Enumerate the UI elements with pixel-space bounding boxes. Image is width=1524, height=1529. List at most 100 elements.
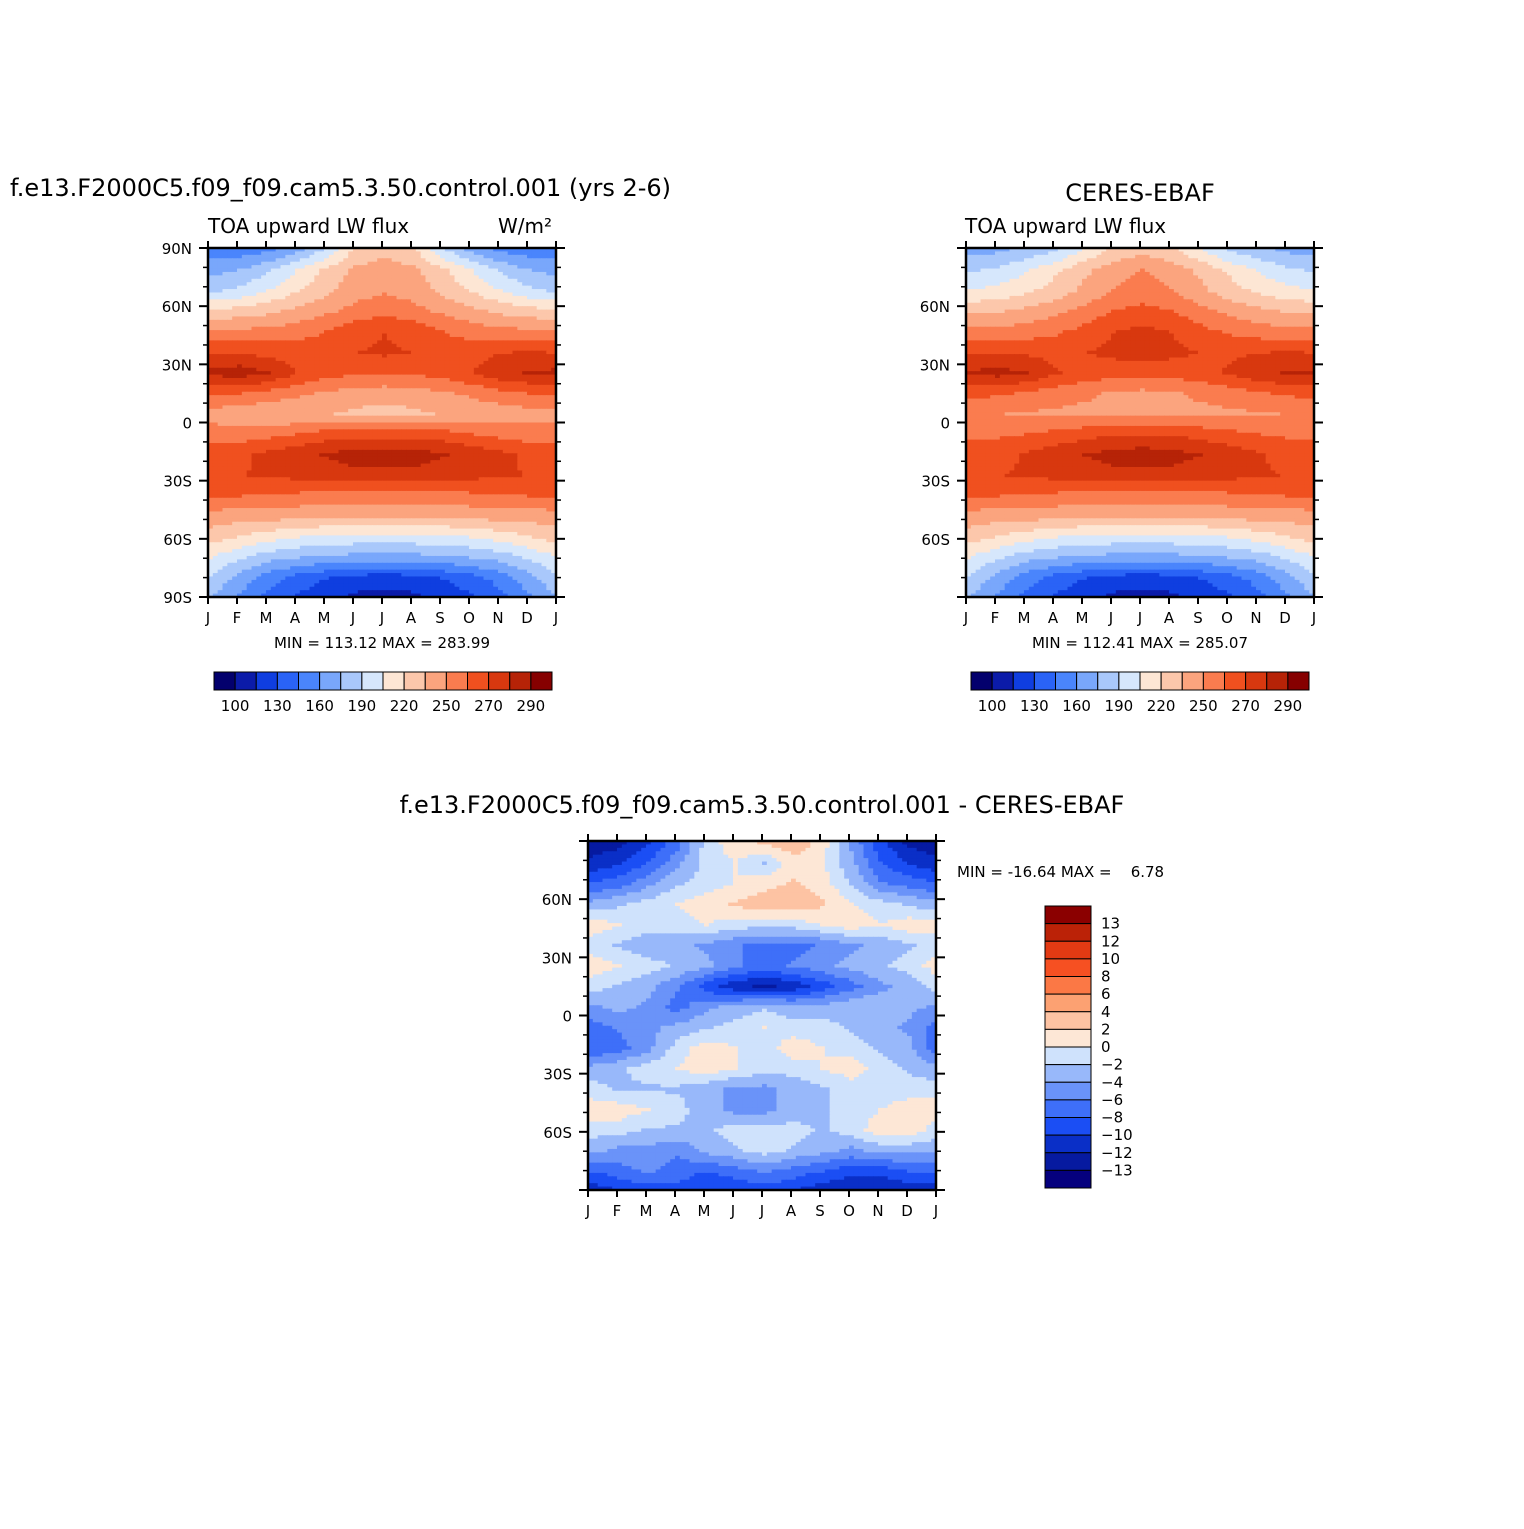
heatmap-cell [275, 398, 282, 403]
heatmap-cell [241, 460, 248, 465]
heatmap-cell [401, 336, 407, 341]
heatmap-cell [444, 456, 451, 461]
heatmap-cell [343, 278, 349, 283]
heatmap-cell [502, 268, 509, 273]
heatmap-cell [444, 278, 451, 283]
heatmap-cell [401, 333, 407, 338]
heatmap-cell [333, 275, 340, 280]
heatmap-cell [415, 309, 422, 314]
heatmap-cell [488, 388, 494, 393]
heatmap-cell [386, 261, 393, 266]
heatmap-cell [328, 336, 335, 341]
heatmap-cell [493, 398, 499, 403]
heatmap-cell [444, 275, 451, 280]
heatmap-cell [411, 463, 417, 468]
heatmap-cell [469, 302, 475, 307]
heatmap-cell [502, 343, 509, 348]
heatmap-cell [266, 336, 272, 341]
heatmap-cell [266, 299, 272, 304]
heatmap-cell [502, 285, 509, 290]
heatmap-cell [527, 265, 533, 270]
heatmap-cell [227, 347, 233, 352]
heatmap-cell [488, 336, 494, 341]
heatmap-cell [270, 295, 277, 300]
heatmap-cell [348, 480, 354, 485]
heatmap-cell [237, 354, 243, 359]
heatmap-cell [396, 268, 402, 273]
heatmap-cell [362, 323, 369, 328]
heatmap-cell [541, 422, 547, 427]
heatmap-cell [551, 354, 557, 359]
heatmap-cell [527, 268, 533, 273]
heatmap-cell [435, 282, 441, 287]
heatmap-cell [299, 484, 306, 489]
heatmap-cell [386, 330, 393, 335]
heatmap-cell [217, 436, 224, 441]
heatmap-cell [435, 401, 441, 406]
heatmap-cell [507, 395, 514, 400]
heatmap-cell [551, 477, 557, 482]
heatmap-cell [541, 319, 547, 324]
heatmap-cell [536, 388, 543, 393]
heatmap-cell [232, 436, 238, 441]
heatmap-cell [464, 268, 470, 273]
heatmap-cell [430, 439, 436, 444]
heatmap-cell [299, 285, 306, 290]
heatmap-cell [285, 453, 291, 458]
heatmap-cell [217, 439, 224, 444]
heatmap-cell [299, 248, 306, 253]
heatmap-cell [551, 340, 557, 345]
heatmap-cell [406, 443, 412, 448]
heatmap-cell [430, 360, 436, 365]
heatmap-cell [362, 265, 369, 270]
heatmap-cell [246, 261, 253, 266]
heatmap-cell [348, 408, 354, 413]
heatmap-cell [280, 415, 286, 420]
heatmap-cell [212, 360, 219, 365]
heatmap-cell [372, 408, 378, 413]
heatmap-cell [343, 432, 349, 437]
heatmap-cell [377, 319, 383, 324]
heatmap-cell [227, 429, 233, 434]
heatmap-cell [208, 449, 214, 454]
heatmap-cell [473, 265, 480, 270]
heatmap-cell [522, 473, 528, 478]
heatmap-cell [285, 473, 291, 478]
heatmap-cell [420, 357, 427, 362]
heatmap-cell [314, 412, 320, 417]
heatmap-cell [227, 302, 233, 307]
heatmap-cell [309, 364, 315, 369]
heatmap-cell [531, 408, 538, 413]
heatmap-cell [266, 364, 272, 369]
heatmap-cell [314, 473, 320, 478]
heatmap-cell [333, 449, 340, 454]
heatmap-cell [367, 419, 373, 424]
heatmap-cell [391, 395, 398, 400]
heatmap-cell [444, 466, 451, 471]
heatmap-cell [473, 258, 480, 263]
heatmap-cell [382, 436, 388, 441]
heatmap-cell [256, 292, 262, 297]
heatmap-cell [478, 405, 485, 410]
heatmap-cell [522, 265, 528, 270]
heatmap-cell [536, 271, 543, 276]
heatmap-cell [406, 453, 412, 458]
heatmap-cell [483, 367, 489, 372]
heatmap-cell [367, 473, 373, 478]
heatmap-cell [299, 347, 306, 352]
heatmap-cell [362, 364, 369, 369]
heatmap-cell [531, 446, 538, 451]
heatmap-cell [227, 449, 233, 454]
heatmap-cell [430, 248, 436, 253]
heatmap-cell [517, 425, 523, 430]
heatmap-cell [498, 429, 504, 434]
heatmap-cell [473, 364, 480, 369]
heatmap-cell [478, 456, 485, 461]
heatmap-cell [222, 374, 228, 379]
heatmap-cell [285, 316, 291, 321]
heatmap-cell [478, 251, 485, 256]
heatmap-cell [469, 422, 475, 427]
heatmap-cell [536, 313, 543, 318]
heatmap-cell [502, 261, 509, 266]
heatmap-cell [295, 446, 301, 451]
